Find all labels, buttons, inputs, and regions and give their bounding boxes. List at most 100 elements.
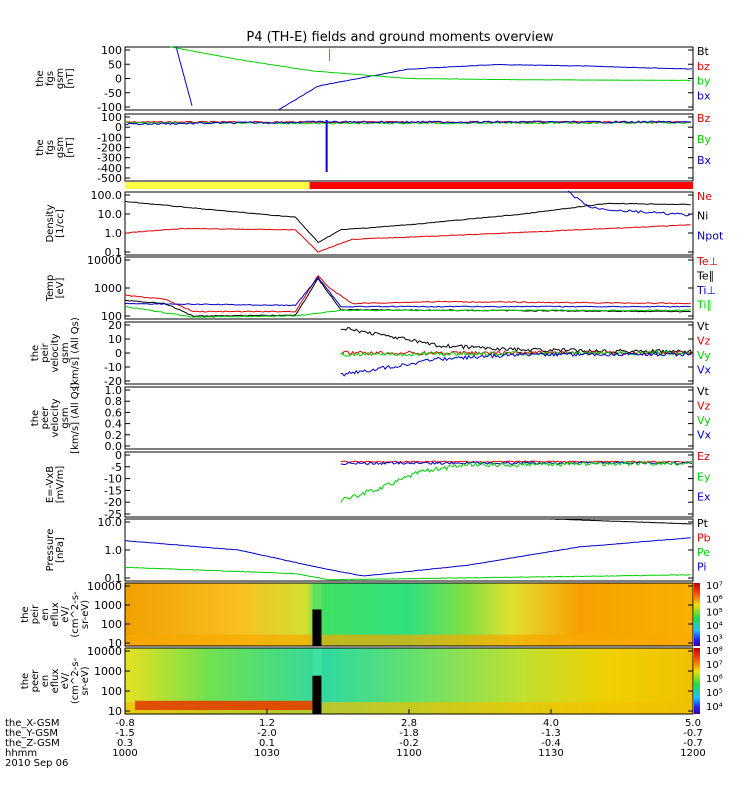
y-tick-label: 0 bbox=[115, 121, 122, 134]
y-tick-label: 100 bbox=[101, 44, 122, 57]
coverage-bar-red bbox=[309, 182, 693, 189]
y-tick-label: 0.6 bbox=[105, 406, 123, 419]
y-axis-label: [nT] bbox=[65, 137, 76, 157]
y-tick-label: 0.1 bbox=[105, 572, 123, 585]
trace-bx bbox=[278, 63, 692, 111]
colorbar-label: 10⁷ bbox=[706, 660, 723, 671]
y-tick-label: 100 bbox=[101, 618, 122, 631]
trace-Bx bbox=[124, 120, 691, 126]
plot-title: P4 (TH-E) fields and ground moments over… bbox=[246, 30, 554, 45]
y-tick-label: 0 bbox=[115, 73, 122, 86]
date-label: 2010 Sep 06 bbox=[5, 758, 68, 769]
legend-entry: bx bbox=[697, 89, 711, 102]
y-axis-label: [km/s] (All Qs) bbox=[70, 382, 81, 454]
y-tick-label: 0.2 bbox=[105, 429, 123, 442]
colorbar-label: 10⁷ bbox=[706, 581, 723, 592]
trace-Ez bbox=[340, 460, 693, 463]
x-tick-label: -0.7 bbox=[683, 728, 703, 739]
y-tick-label: 10 bbox=[108, 637, 122, 650]
x-tick-label: -2.0 bbox=[257, 728, 277, 739]
panel-efield: 0-5-10-15-20-25 E=-VxB [mV/m] Ez Ey Ex bbox=[45, 449, 711, 521]
y-tick-label: 0.4 bbox=[105, 418, 123, 431]
y-tick-label: 0.1 bbox=[105, 246, 123, 259]
y-tick-label: 10000 bbox=[87, 645, 122, 658]
legend-entry: Npot bbox=[697, 229, 724, 242]
x-axis-block: the_X-GSM -0.8 1.2 2.8 4.0 5.0 the_Y-GSM -1.5 -2… bbox=[5, 709, 706, 769]
y-axis-label: the bbox=[30, 410, 41, 426]
y-axis-label: gsm bbox=[55, 137, 66, 158]
y-axis-label: (cm^2-s- bbox=[70, 591, 81, 638]
legend-entry: Vx bbox=[697, 364, 712, 377]
x-tick-label: -1.5 bbox=[115, 728, 135, 739]
x-tick-label: -0.7 bbox=[683, 738, 703, 749]
y-tick-label: 0.8 bbox=[105, 395, 123, 408]
y-tick-label: -5 bbox=[111, 461, 122, 474]
y-axis-label: Temp bbox=[45, 275, 56, 303]
colorbar bbox=[694, 648, 700, 714]
y-axis-label: [nPa] bbox=[55, 537, 66, 563]
y-axis-label: fgs bbox=[45, 140, 56, 155]
y-tick-label: 1.0 bbox=[105, 384, 123, 397]
panel-bar bbox=[125, 182, 693, 189]
legend-entry: Pt bbox=[697, 517, 709, 530]
x-tick-label: 4.0 bbox=[543, 718, 559, 729]
y-tick-label: 1000 bbox=[94, 282, 122, 295]
x-tick-label: 1200 bbox=[680, 748, 705, 759]
legend-entry: Te∥ bbox=[696, 270, 714, 283]
spectrogram-gap-black bbox=[312, 675, 322, 714]
colorbar-label: 10⁵ bbox=[706, 688, 723, 699]
y-axis-label: en bbox=[40, 675, 51, 688]
legend-entry: Bz bbox=[697, 112, 711, 125]
x-tick-label: 1000 bbox=[112, 748, 137, 759]
trace-Bz bbox=[124, 120, 691, 124]
y-axis-label: velocity bbox=[50, 398, 61, 437]
legend-entry: Vz bbox=[697, 400, 711, 413]
y-tick-label: -15 bbox=[104, 484, 122, 497]
trace-Pe bbox=[125, 566, 691, 581]
y-axis-label: the bbox=[20, 606, 31, 622]
y-tick-label: 10000 bbox=[87, 254, 122, 267]
y-axis-label: sr-eV) bbox=[80, 666, 91, 695]
y-axis-label: velocity bbox=[50, 333, 61, 372]
y-axis-label: peir bbox=[40, 342, 51, 362]
legend-entry: Vt bbox=[697, 320, 710, 333]
trace-Ti-par bbox=[124, 305, 691, 318]
x-tick-label: -1.3 bbox=[541, 728, 561, 739]
y-tick-label: -100 bbox=[97, 131, 122, 144]
y-axis-label: gsm bbox=[60, 407, 71, 428]
legend-entry: Vy bbox=[697, 414, 711, 427]
legend-entry: Vt bbox=[697, 385, 710, 398]
x-tick-label: 1.2 bbox=[259, 718, 275, 729]
legend-entry: Vx bbox=[697, 429, 712, 442]
panel-frame bbox=[124, 386, 694, 450]
y-axis-label: Density bbox=[45, 204, 56, 242]
y-tick-label: 10.0 bbox=[98, 208, 123, 221]
y-axis-label: gsm bbox=[60, 342, 71, 363]
y-tick-label: -20 bbox=[104, 496, 122, 509]
trace-Ne bbox=[124, 224, 691, 253]
y-tick-label: 20 bbox=[108, 319, 122, 332]
colorbar-label: 10⁴ bbox=[706, 702, 723, 713]
x-tick-label: -0.4 bbox=[541, 738, 561, 749]
x-row-label: the_Z-GSM bbox=[5, 738, 60, 749]
colorbar-label: 10⁴ bbox=[706, 621, 723, 632]
y-tick-label: 0.0 bbox=[105, 440, 123, 453]
y-axis-label: peer bbox=[30, 669, 41, 693]
x-tick-label: -0.8 bbox=[115, 718, 135, 729]
coverage-bar-yellow bbox=[125, 182, 310, 189]
panel-frame bbox=[124, 321, 694, 385]
y-tick-label: -200 bbox=[97, 142, 122, 155]
y-tick-label: 100 bbox=[101, 111, 122, 124]
legend-entry: Bx bbox=[697, 154, 712, 167]
panel-frame bbox=[124, 451, 694, 518]
x-tick-label: -0.2 bbox=[399, 738, 419, 749]
trace-Ey bbox=[340, 460, 693, 503]
spectrogram-hot-band bbox=[135, 700, 317, 711]
legend-entry: Ez bbox=[697, 450, 710, 463]
y-tick-label: -500 bbox=[97, 172, 122, 185]
y-axis-label: (cm^2-s- bbox=[70, 657, 81, 704]
legend-entry: bz bbox=[697, 60, 710, 73]
